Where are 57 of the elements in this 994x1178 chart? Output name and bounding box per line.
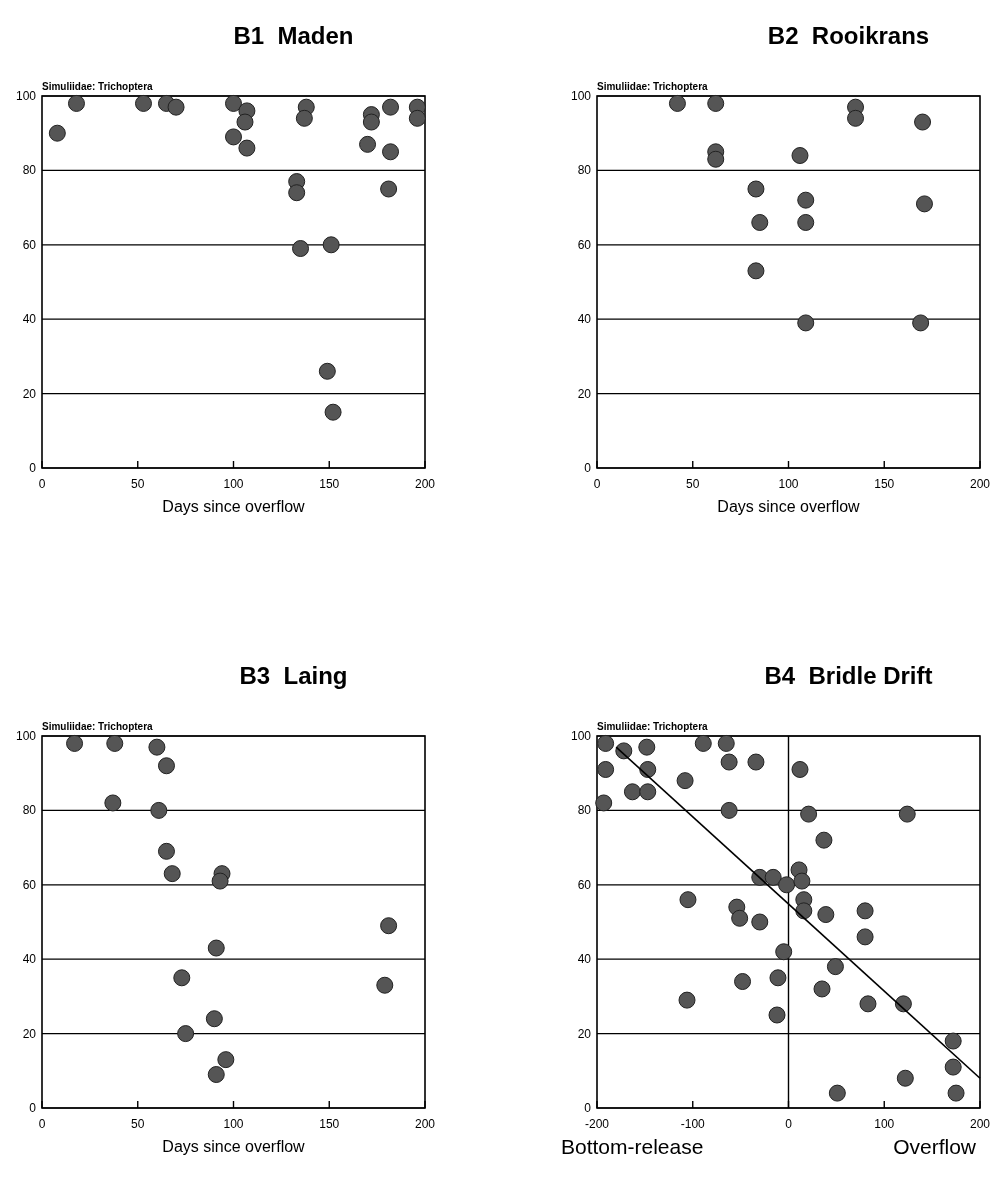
y-tick-label: 40	[577, 312, 592, 327]
y-tick-label: 80	[22, 163, 37, 178]
x-tick-label: 0	[38, 477, 46, 491]
x-tick-label: 0	[593, 477, 601, 491]
y-tick-label: 0	[29, 1101, 37, 1115]
x-axis-title: Days since overflow	[717, 498, 861, 515]
y-tick-label: 0	[584, 1101, 592, 1115]
x-tick-label: 150	[874, 477, 895, 491]
x-tick-label: 50	[686, 477, 700, 491]
x-tick-label: 0	[38, 1117, 46, 1131]
y-tick-label: 100	[15, 89, 37, 103]
y-tick-label: 60	[22, 877, 37, 892]
x-axis-title: Days since overflow	[162, 498, 306, 515]
x-tick-label: 100	[223, 477, 244, 491]
text: Bottom-release	[561, 1135, 704, 1158]
y-tick-label: 100	[15, 729, 37, 743]
y-tick-label: 80	[577, 163, 592, 178]
y-tick-label: 40	[22, 312, 37, 327]
x-tick-label: 100	[874, 1117, 895, 1131]
x-tick-label: 150	[319, 1117, 340, 1131]
x-tick-label: 200	[414, 1117, 436, 1131]
x-tick-label: 50	[131, 1117, 145, 1131]
x-tick-label: 200	[969, 1117, 991, 1131]
chart-title: B4 Bridle Drift	[764, 662, 933, 689]
y-tick-label: 0	[584, 461, 592, 475]
y-axis-title: Simuliidae: Trichoptera	[42, 721, 154, 732]
y-tick-label: 40	[577, 952, 592, 967]
x-tick-label: 100	[778, 477, 799, 491]
x-tick-label: -100	[680, 1117, 706, 1131]
y-axis-title: Simuliidae: Trichoptera	[597, 81, 709, 92]
y-tick-label: 0	[29, 461, 37, 475]
x-axis-title: Days since overflow	[162, 1138, 306, 1155]
y-tick-label: 80	[22, 803, 37, 818]
y-tick-label: 60	[577, 237, 592, 252]
y-tick-label: 80	[577, 803, 592, 818]
x-tick-label: 0	[785, 1117, 793, 1131]
y-tick-label: 100	[570, 729, 592, 743]
y-axis-title: Simuliidae: Trichoptera	[42, 81, 154, 92]
y-axis-title: Simuliidae: Trichoptera	[597, 721, 709, 732]
chart-title: B1 Maden	[233, 22, 354, 49]
y-tick-label: 60	[22, 237, 37, 252]
x-tick-label: 50	[131, 477, 145, 491]
text: Overflow	[893, 1135, 977, 1158]
y-tick-label: 20	[22, 386, 37, 401]
y-tick-label: 60	[577, 877, 592, 892]
y-tick-label: 40	[22, 952, 37, 967]
x-tick-label: 100	[223, 1117, 244, 1131]
x-tick-label: 150	[319, 477, 340, 491]
x-tick-label: 200	[414, 477, 436, 491]
x-tick-label: -200	[584, 1117, 610, 1131]
y-tick-label: 100	[570, 89, 592, 103]
x-tick-label: 200	[969, 477, 991, 491]
chart-title: B2 Rooikrans	[767, 22, 930, 49]
y-tick-label: 20	[577, 386, 592, 401]
y-tick-label: 20	[577, 1026, 592, 1041]
chart-title: B3 Laing	[239, 662, 348, 689]
y-tick-label: 20	[22, 1026, 37, 1041]
